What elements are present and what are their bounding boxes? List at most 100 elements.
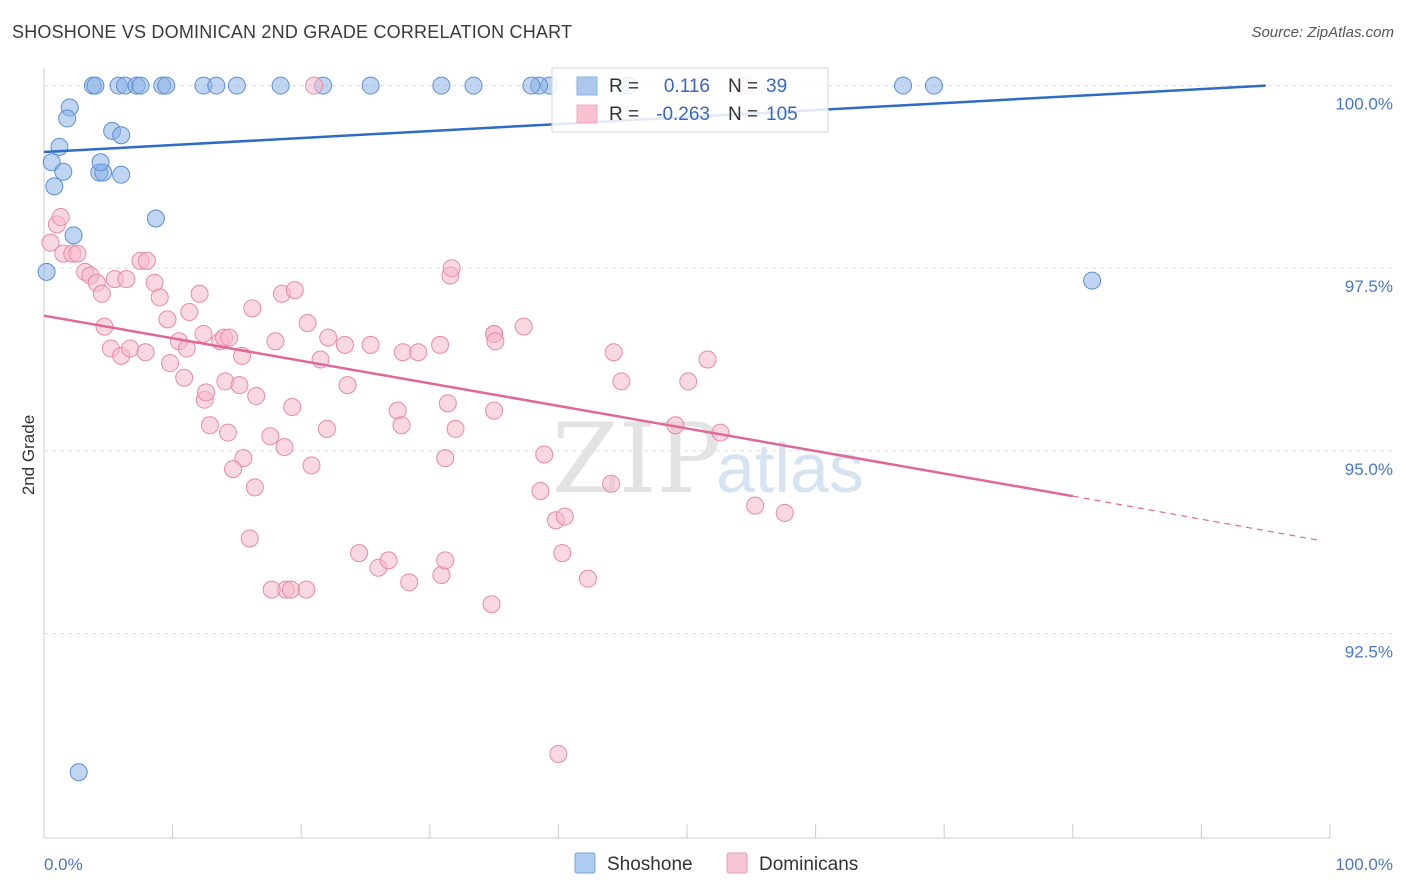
chart-title: SHOSHONE VS DOMINICAN 2ND GRADE CORRELAT…	[12, 22, 573, 42]
point-dominicans-48	[283, 397, 302, 416]
point-shoshone-34	[146, 209, 165, 228]
stats-legend-n-label-1: N =	[728, 104, 758, 125]
point-dominicans-32	[319, 328, 338, 347]
point-shoshone-25	[112, 126, 131, 145]
point-shoshone-38	[69, 763, 88, 782]
point-dominicans-98	[482, 595, 501, 614]
point-dominicans-83	[535, 445, 554, 464]
point-dominicans-103	[549, 744, 568, 763]
legend-swatch-shoshone	[574, 852, 596, 874]
point-dominicans-21	[194, 324, 213, 343]
point-shoshone-27	[42, 153, 61, 172]
point-dominicans-49	[317, 419, 336, 438]
point-dominicans-47	[247, 387, 266, 406]
point-dominicans-65	[338, 376, 357, 395]
y-tick-label-3: 92.5%	[1345, 642, 1393, 661]
point-dominicans-97	[240, 529, 259, 548]
stats-legend-swatch-1	[576, 104, 598, 124]
point-dominicans-73	[604, 343, 623, 362]
point-dominicans-41	[136, 343, 155, 362]
point-shoshone-31	[91, 153, 110, 172]
point-dominicans-50	[392, 416, 411, 435]
legend-label-shoshone: Shoshone	[607, 854, 693, 875]
point-dominicans-84	[602, 474, 621, 493]
y-tick-label-1: 97.5%	[1345, 277, 1393, 296]
point-shoshone-7	[157, 76, 176, 95]
point-shoshone-21	[924, 76, 943, 95]
point-shoshone-1	[86, 76, 105, 95]
point-shoshone-11	[271, 76, 290, 95]
point-dominicans-72	[486, 332, 505, 351]
legend-swatch-dominicans	[726, 852, 748, 874]
point-shoshone-37	[1083, 271, 1102, 290]
stats-legend-n-label-0: N =	[728, 76, 758, 97]
point-dominicans-75	[679, 372, 698, 391]
point-dominicans-64	[275, 438, 294, 457]
point-dominicans-95	[281, 580, 300, 599]
x-tick-labels: 0.0% 100.0%	[44, 855, 1393, 874]
point-dominicans-43	[175, 368, 194, 387]
y-tick-labels: 100.0% 97.5% 95.0% 92.5%	[1335, 95, 1393, 662]
point-dominicans-93	[297, 580, 316, 599]
point-dominicans-53	[446, 419, 465, 438]
point-dominicans-24	[220, 328, 239, 347]
point-shoshone-26	[50, 137, 69, 156]
point-dominicans-28	[285, 281, 304, 300]
point-dominicans-56	[302, 456, 321, 475]
point-dominicans-81	[531, 482, 550, 501]
point-shoshone-13	[361, 76, 380, 95]
point-shoshone-15	[464, 76, 483, 95]
point-dominicans-104	[305, 76, 324, 95]
stats-legend-r-label-1: R =	[609, 104, 639, 125]
stats-legend-box	[551, 67, 829, 133]
point-dominicans-66	[431, 335, 450, 354]
point-dominicans-62	[234, 449, 253, 468]
point-dominicans-42	[161, 354, 180, 373]
stats-legend-swatch-0	[576, 76, 598, 96]
x-tick-label-max: 100.0%	[1335, 855, 1393, 874]
point-dominicans-99	[555, 507, 574, 526]
point-shoshone-9	[207, 76, 226, 95]
point-dominicans-90	[379, 551, 398, 570]
point-dominicans-40	[121, 339, 140, 358]
stats-legend: R = 0.116 N = 39 R = -0.263 N = 105	[551, 67, 829, 133]
point-dominicans-19	[190, 284, 209, 303]
point-dominicans-57	[261, 427, 280, 446]
point-dominicans-11	[117, 270, 136, 289]
point-dominicans-63	[224, 460, 243, 479]
point-dominicans-9	[92, 284, 111, 303]
point-dominicans-92	[578, 569, 597, 588]
point-shoshone-19	[522, 76, 541, 95]
point-dominicans-88	[436, 551, 455, 570]
point-dominicans-91	[553, 544, 572, 563]
point-dominicans-76	[698, 350, 717, 369]
point-dominicans-15	[150, 288, 169, 307]
point-dominicans-2	[51, 208, 70, 227]
point-dominicans-61	[218, 423, 237, 442]
point-shoshone-14	[432, 76, 451, 95]
point-shoshone-23	[58, 109, 77, 128]
point-dominicans-70	[514, 317, 533, 336]
point-dominicans-52	[438, 394, 457, 413]
point-dominicans-0	[41, 233, 60, 252]
point-dominicans-5	[68, 244, 87, 263]
legend-label-dominicans: Dominicans	[759, 854, 858, 875]
point-shoshone-33	[45, 177, 64, 196]
y-tick-label-0: 100.0%	[1335, 95, 1393, 114]
point-dominicans-58	[245, 478, 264, 497]
point-dominicans-51	[409, 343, 428, 362]
point-dominicans-20	[180, 303, 199, 322]
point-dominicans-29	[266, 332, 285, 351]
watermark-atlas: atlas	[716, 429, 864, 507]
stats-legend-n-value-1: 105	[766, 104, 798, 125]
point-dominicans-16	[158, 310, 177, 329]
data-points	[37, 76, 1102, 782]
point-dominicans-26	[243, 299, 262, 318]
point-dominicans-30	[298, 313, 317, 332]
point-dominicans-79	[746, 496, 765, 515]
series-legend: Shoshone Dominicans	[574, 852, 858, 875]
axes	[43, 68, 1331, 839]
point-dominicans-59	[197, 383, 216, 402]
point-dominicans-68	[442, 259, 461, 278]
